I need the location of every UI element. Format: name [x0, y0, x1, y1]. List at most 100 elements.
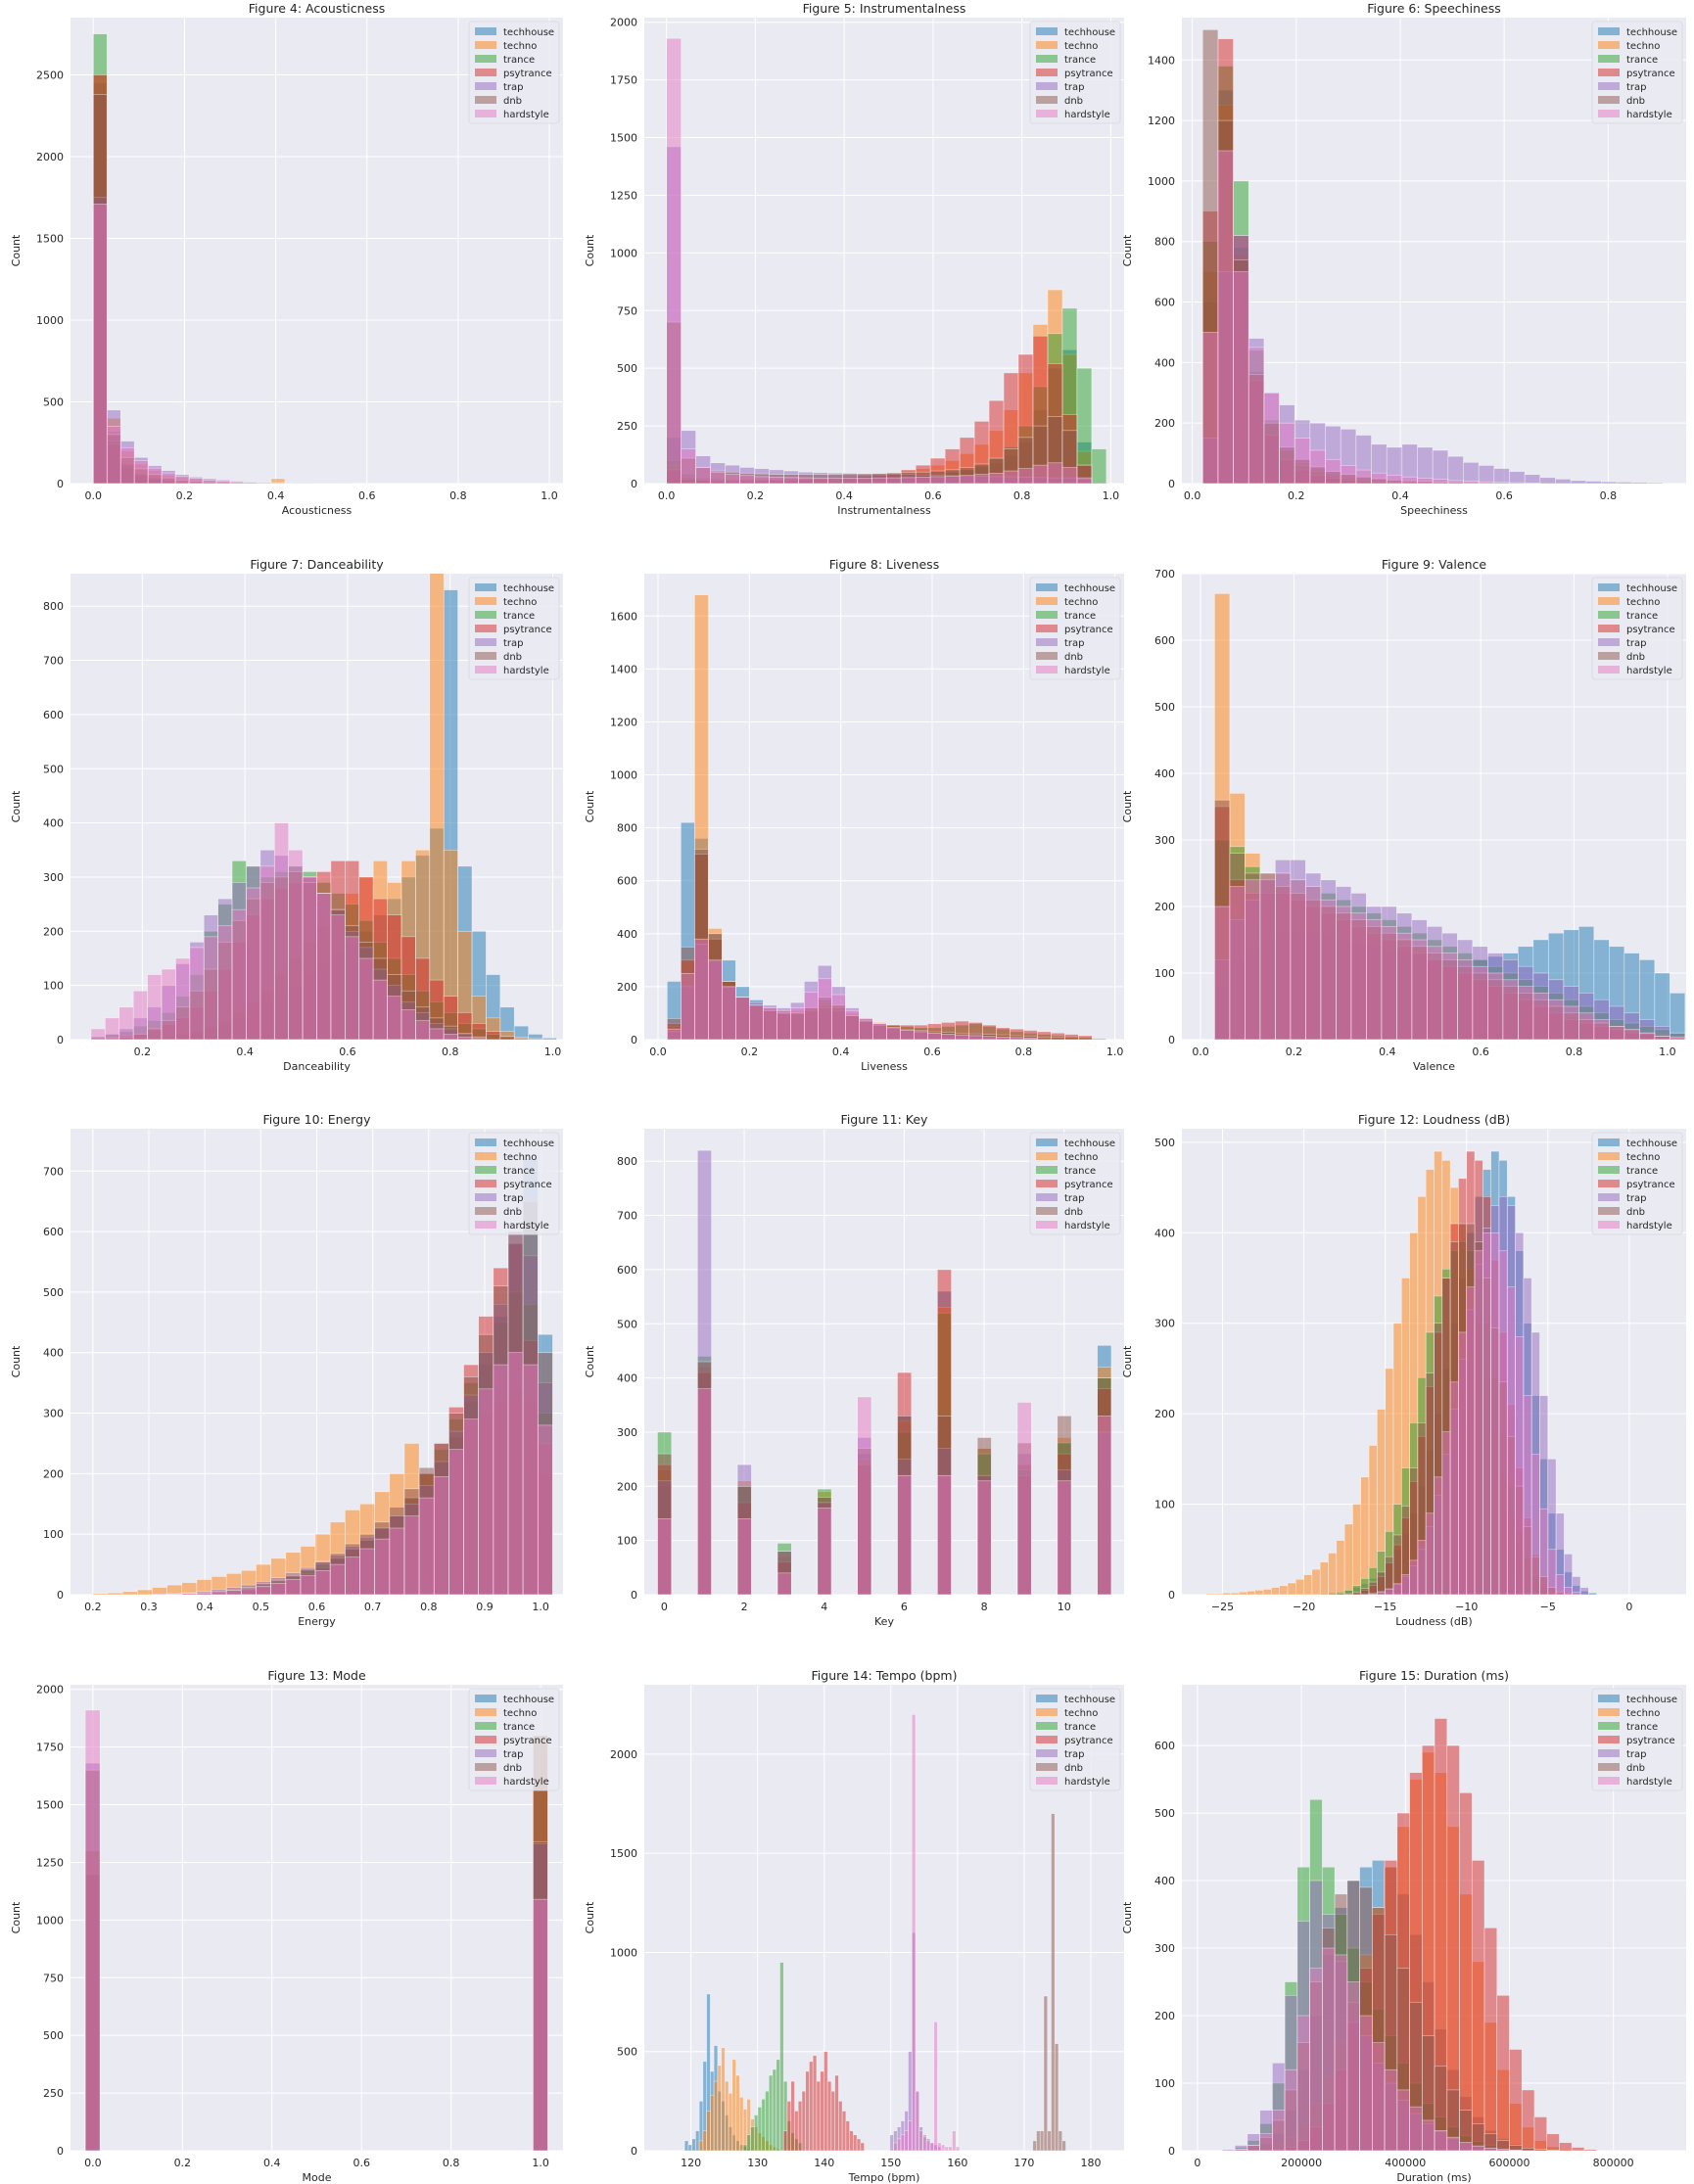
- x-tick-label: 1.0: [532, 2157, 549, 2169]
- bar-hardstyle: [1609, 1026, 1625, 1040]
- bar-hardstyle: [231, 908, 247, 1040]
- legend-swatch-techhouse: [475, 1695, 496, 1702]
- bar-techno: [702, 2130, 707, 2151]
- bar-hardstyle: [817, 1508, 832, 1595]
- bar-hardstyle: [330, 914, 346, 1040]
- bars: [84, 1709, 548, 2151]
- x-tick-label: 200000: [1281, 2157, 1322, 2169]
- bar-trap: [1222, 2149, 1236, 2151]
- chart-title: Figure 8: Liveness: [829, 557, 939, 572]
- bar-hardstyle: [1076, 477, 1093, 484]
- bar-dnb: [1043, 1995, 1049, 2151]
- bar-hardstyle: [1401, 476, 1418, 484]
- bar-dnb: [1032, 2140, 1037, 2151]
- bar-hardstyle: [1425, 1512, 1435, 1595]
- x-tick-label: 0: [1625, 1601, 1632, 1613]
- legend-label-techhouse: techhouse: [1626, 27, 1677, 38]
- y-tick-label: 500: [617, 362, 637, 375]
- bar-hardstyle: [1483, 2147, 1498, 2151]
- bar-hardstyle: [372, 979, 388, 1040]
- x-tick-label: 1.0: [532, 1601, 549, 1613]
- x-tick-label: 0.9: [476, 1601, 494, 1613]
- x-tick-label: 0.8: [1013, 489, 1031, 502]
- chart-1: 0.0 0.2 0.4 0.6 0.8 1.0 0 500 1000 1500 2000 2500 Fi…: [10, 1, 563, 517]
- y-tick-label: 1500: [610, 132, 637, 145]
- bar-psytrance: [853, 2134, 858, 2151]
- bar-techno: [710, 2094, 715, 2151]
- bar-hardstyle: [1524, 483, 1541, 484]
- y-tick-label: 300: [617, 1426, 637, 1439]
- legend-swatch-techhouse: [475, 1138, 496, 1146]
- bar-hardstyle: [1458, 1331, 1468, 1595]
- legend-swatch-trance: [475, 1166, 496, 1174]
- legend: techhouse techno trance psytrance trap dnb har…: [1591, 1132, 1683, 1235]
- bar-dnb: [1037, 1036, 1052, 1040]
- bar-hardstyle: [941, 1034, 956, 1040]
- legend-swatch-dnb: [475, 652, 496, 660]
- bar-techno: [721, 2047, 726, 2151]
- legend: techhouse techno trance psytrance trap dnb har…: [1591, 1688, 1683, 1791]
- legend-label-trance: trance: [503, 55, 535, 66]
- bar-hardstyle: [959, 475, 975, 484]
- bar-hardstyle: [1385, 1589, 1394, 1595]
- bar-hardstyle: [940, 2144, 946, 2151]
- y-tick-label: 600: [43, 1226, 64, 1238]
- y-tick-label: 100: [43, 980, 64, 993]
- bar-hardstyle: [1572, 1591, 1581, 1595]
- legend-swatch-techhouse: [1598, 583, 1620, 591]
- bar-hardstyle: [1296, 2015, 1310, 2151]
- bar-hardstyle: [443, 1034, 458, 1040]
- bar-hardstyle: [133, 460, 149, 484]
- bar-hardstyle: [175, 957, 191, 1040]
- x-tick-label: 0.4: [1391, 489, 1409, 502]
- x-tick-label: 0.4: [236, 1046, 254, 1058]
- x-axis-label: Instrumentalness: [837, 504, 931, 517]
- y-tick-label: 800: [43, 600, 64, 613]
- legend-label-dnb: dnb: [1064, 96, 1083, 107]
- bar-trance: [750, 2126, 755, 2151]
- legend-swatch-techno: [1036, 1152, 1058, 1160]
- bar-hardstyle: [181, 1593, 198, 1595]
- bar-hardstyle: [900, 477, 917, 484]
- bar-hardstyle: [695, 467, 711, 484]
- bar-hardstyle: [345, 936, 360, 1040]
- bar-hardstyle: [859, 1018, 873, 1040]
- bar-hardstyle: [842, 478, 858, 484]
- legend-swatch-techno: [1598, 597, 1620, 605]
- bar-hardstyle: [857, 1396, 872, 1595]
- bar-hardstyle: [657, 1518, 673, 1595]
- bar-techhouse: [683, 2140, 689, 2151]
- bar-hardstyle: [1472, 965, 1488, 1040]
- x-tick-label: 8: [981, 1601, 988, 1613]
- bar-techno: [717, 2065, 722, 2151]
- bar-hardstyle: [1245, 879, 1261, 1040]
- bar-psytrance: [816, 2080, 821, 2151]
- x-tick-label: 0.2: [741, 1046, 759, 1058]
- x-tick-label: 0.2: [84, 1601, 102, 1613]
- x-tick-label: 400000: [1385, 2157, 1426, 2169]
- y-axis-label: Count: [584, 790, 596, 822]
- bars: [666, 37, 1107, 484]
- bar-hardstyle: [1047, 462, 1063, 484]
- bar-psytrance: [1078, 1035, 1093, 1040]
- bar-psytrance: [1459, 1792, 1473, 2151]
- bar-hardstyle: [314, 1569, 331, 1595]
- bar-techno: [137, 1589, 153, 1595]
- bar-techno: [739, 2097, 744, 2151]
- bar-hardstyle: [106, 426, 121, 484]
- legend-label-trap: trap: [1064, 1749, 1085, 1760]
- bars: [1201, 29, 1664, 484]
- bar-psytrance: [809, 2061, 814, 2151]
- y-axis-label: Count: [10, 1901, 23, 1933]
- legend-swatch-trap: [475, 82, 496, 90]
- y-axis-label: Count: [584, 1901, 596, 1933]
- bar-hardstyle: [1371, 472, 1388, 484]
- legend-label-psytrance: psytrance: [1064, 1736, 1113, 1746]
- x-tick-label: 0.3: [140, 1601, 158, 1613]
- y-tick-label: 500: [1154, 1137, 1175, 1149]
- chart-10: 0.0 0.2 0.4 0.6 0.8 1.0 0 250 500 750 1000 1250 1500…: [10, 1668, 563, 2184]
- y-tick-label: 0: [631, 2145, 637, 2158]
- bar-hardstyle: [1259, 872, 1276, 1040]
- bar-psytrance: [841, 2111, 847, 2151]
